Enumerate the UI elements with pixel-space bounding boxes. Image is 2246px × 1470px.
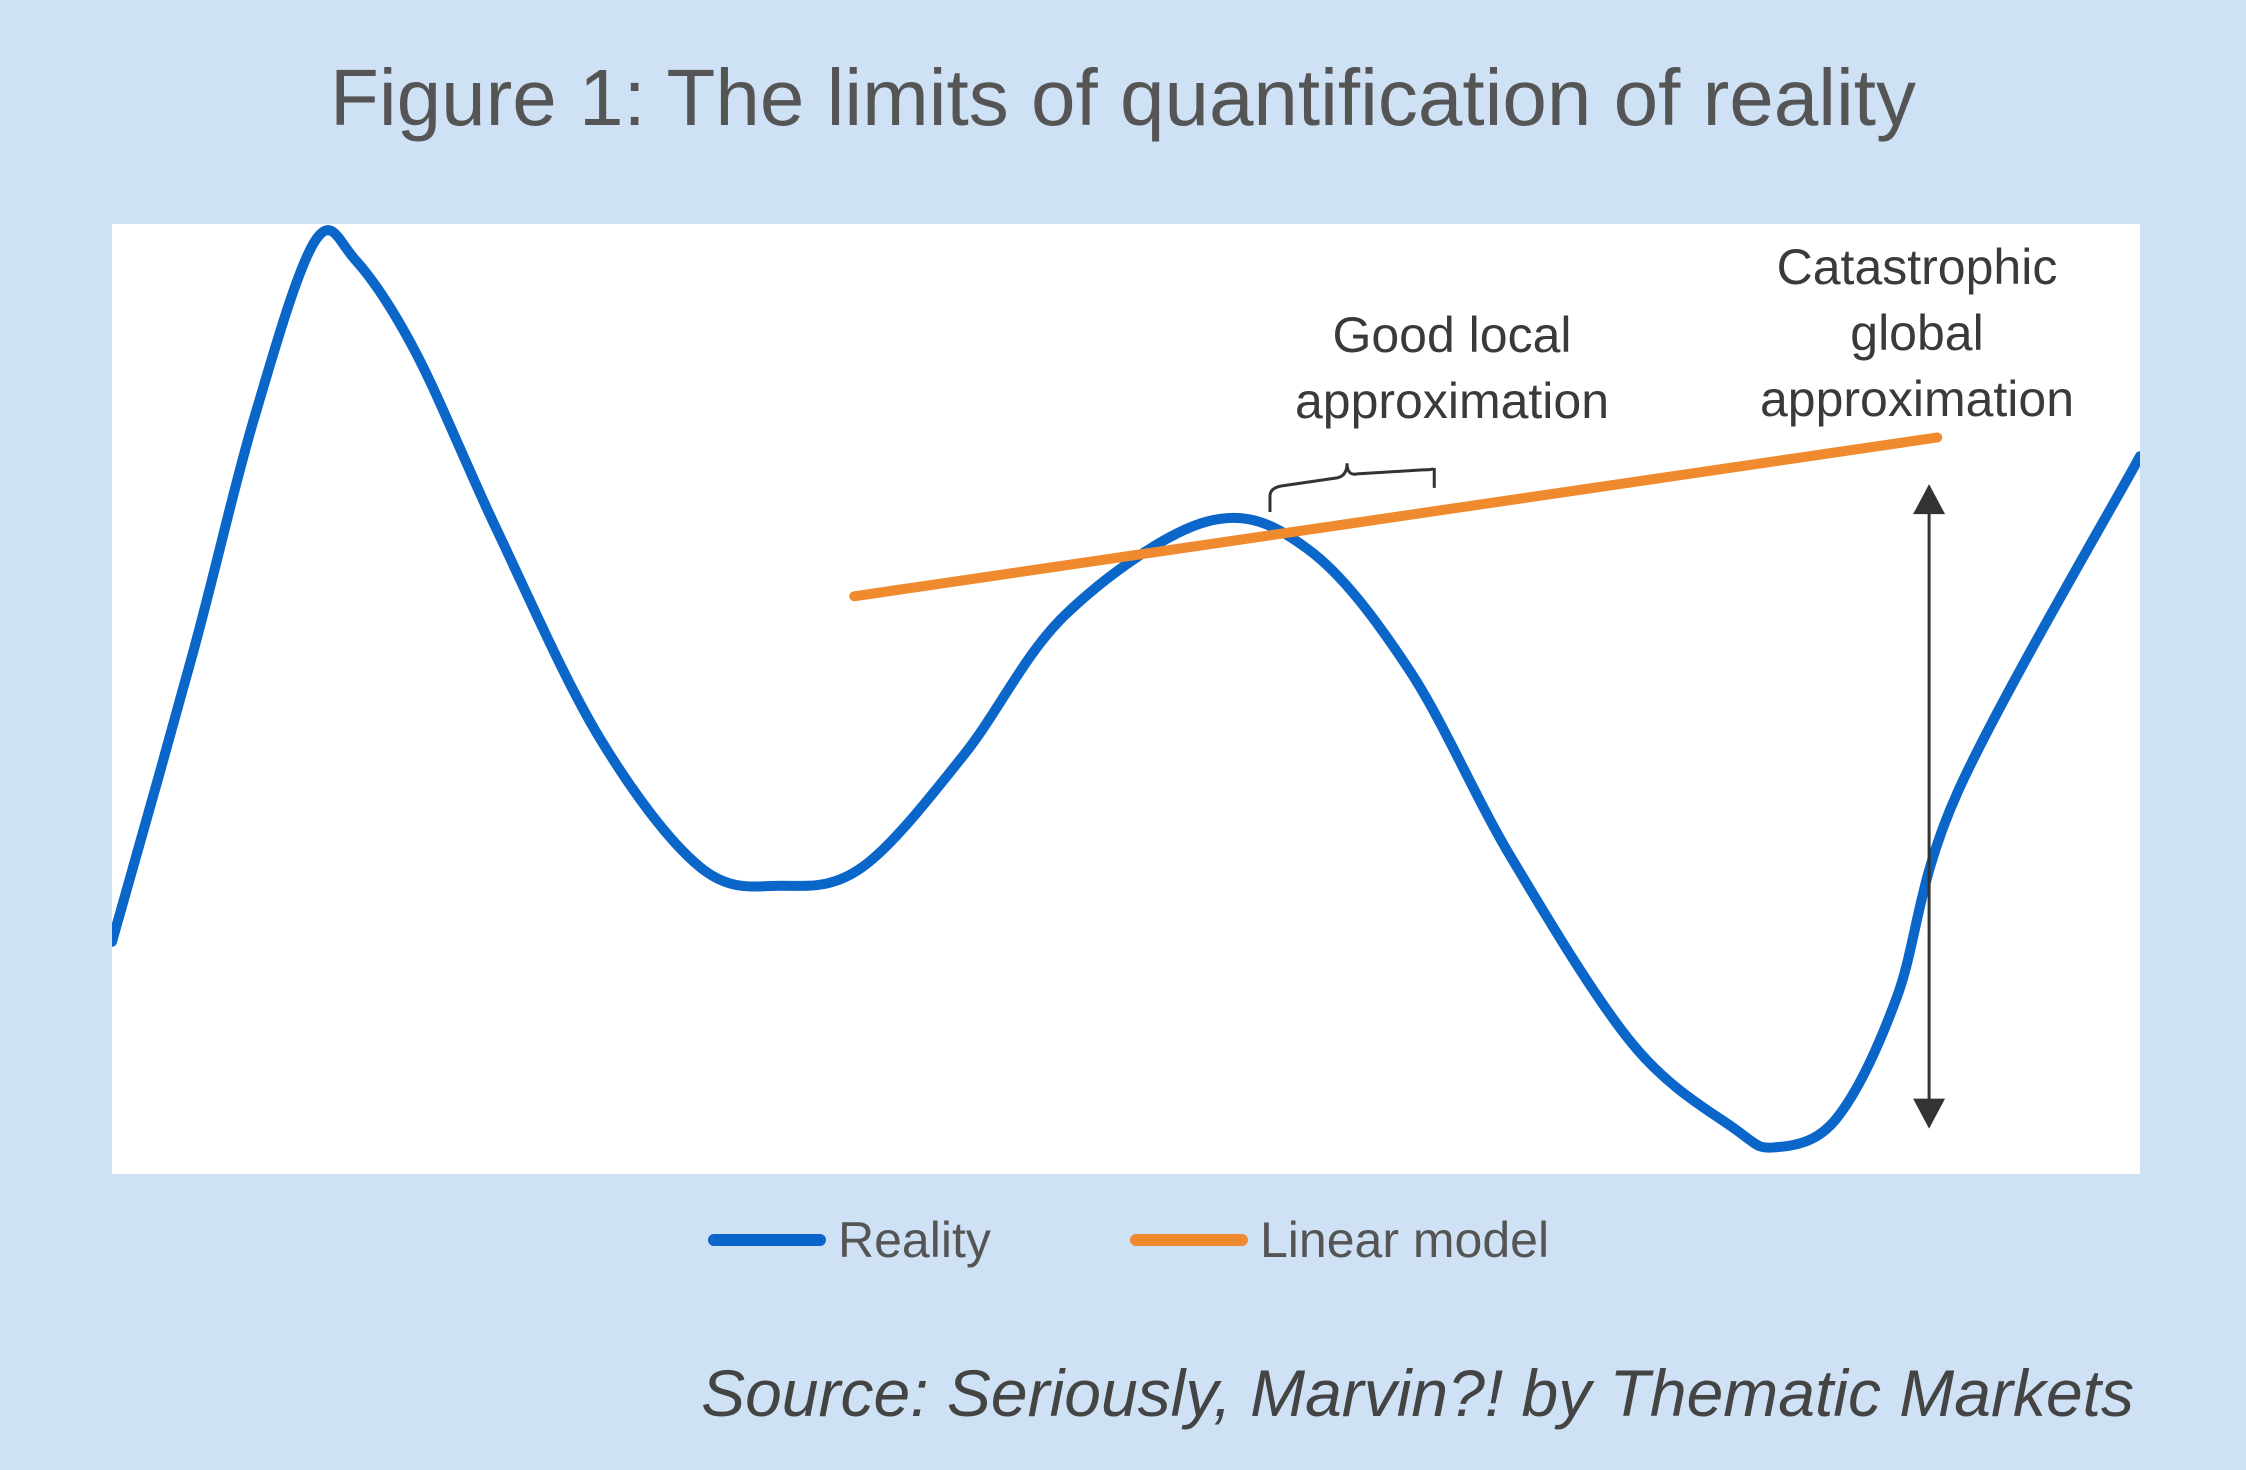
linear-model-line [849, 432, 1943, 602]
source-note: Source: Seriously, Marvin?! by Thematic … [701, 1356, 2134, 1430]
global-gap-arrowhead-bottom [1913, 1098, 1946, 1129]
annotation-good-local-line-1: Good local [1332, 307, 1572, 363]
legend-swatch-linear-model [1130, 1234, 1248, 1246]
annotation-catastrophic-line-1: Catastrophic [1776, 239, 2058, 295]
chart-svg [112, 225, 2140, 1153]
legend-label-reality: Reality [838, 1212, 991, 1268]
local-approximation-bracket [1268, 463, 1436, 512]
legend-item-reality: Reality [708, 1205, 991, 1275]
annotation-catastrophic-global: Catastrophic global approximation [1697, 234, 2137, 432]
legend-swatch-reality [708, 1234, 826, 1246]
legend-label-linear-model: Linear model [1260, 1212, 1550, 1268]
annotation-good-local: Good local approximation [1157, 302, 1747, 434]
annotation-catastrophic-line-3: approximation [1759, 371, 2075, 427]
global-gap-arrowhead-top [1913, 484, 1946, 515]
reality-line [112, 225, 2140, 1153]
legend-item-linear-model: Linear model [1130, 1205, 1549, 1275]
chart-title: Figure 1: The limits of quantification o… [330, 53, 1916, 142]
plot-area: Good local approximation Catastrophic gl… [112, 224, 2140, 1174]
annotation-good-local-line-2: approximation [1294, 373, 1610, 429]
annotation-catastrophic-line-2: global [1850, 305, 1984, 361]
legend: Reality Linear model [0, 1205, 2246, 1275]
